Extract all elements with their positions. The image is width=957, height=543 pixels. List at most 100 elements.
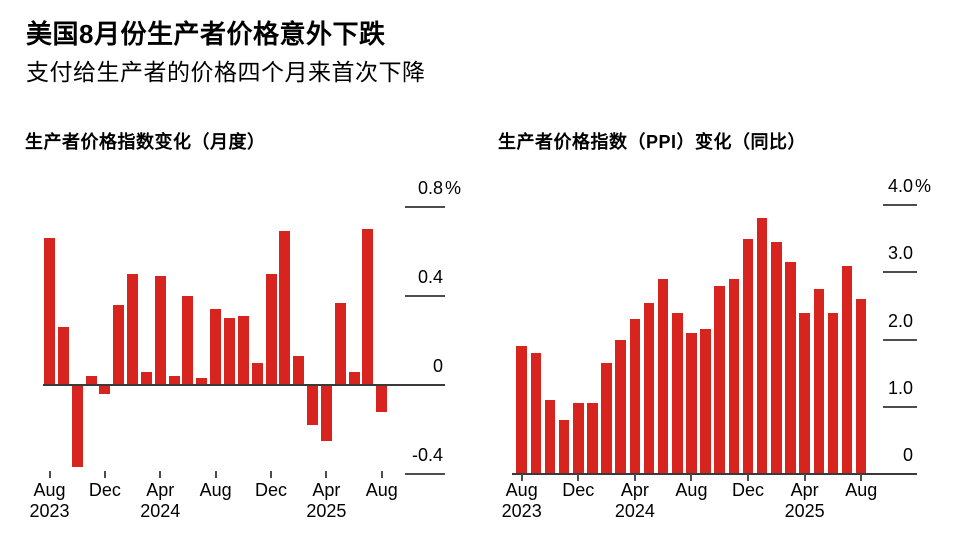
bar-oct-2024 — [237, 316, 249, 385]
x-axis-month-label: Apr — [146, 480, 175, 500]
x-axis-year-label: 2023 — [29, 501, 70, 521]
bar-sep-2024 — [700, 329, 711, 474]
x-axis-tick — [270, 471, 273, 478]
bar-mar-2024 — [140, 371, 152, 385]
y-axis-label: 1.0 — [887, 377, 913, 398]
x-axis-tick — [103, 471, 106, 478]
y-axis-unit: % — [915, 176, 932, 196]
x-axis-month-label: Aug — [505, 480, 538, 500]
bar-sep-2023 — [57, 327, 69, 385]
x-axis-month-label: Aug — [675, 480, 708, 500]
y-axis-label: 0 — [432, 356, 443, 376]
x-axis-line — [43, 384, 445, 386]
x-axis-tick — [159, 471, 162, 478]
bar-aug-2024 — [686, 332, 697, 474]
bar-jun-2025 — [348, 371, 360, 385]
gridline — [883, 405, 917, 408]
bar-nov-2024 — [728, 278, 740, 474]
x-axis-tick — [633, 474, 636, 481]
x-axis-year-label: 2024 — [140, 501, 181, 521]
y-axis-label: 2.0 — [887, 310, 913, 331]
bar-jan-2025 — [756, 218, 768, 474]
bar-mar-2024 — [615, 339, 626, 474]
bar-dec-2024 — [742, 238, 754, 474]
bar-mar-2025 — [785, 262, 796, 474]
bar-dec-2023 — [573, 403, 584, 474]
y-axis-label: 0 — [902, 445, 913, 465]
bar-aug-2023 — [516, 346, 527, 474]
x-axis-tick — [325, 471, 328, 478]
bar-jun-2024 — [657, 278, 669, 474]
bar-nov-2024 — [251, 362, 263, 385]
x-axis-tick — [747, 474, 750, 481]
x-axis-year-label: 2025 — [784, 501, 825, 521]
bar-oct-2024 — [714, 285, 725, 474]
y-axis-label: 0.4 — [417, 267, 443, 287]
x-axis-year-label: 2023 — [501, 501, 542, 521]
bar-sep-2024 — [223, 318, 235, 385]
bar-jun-2024 — [182, 296, 194, 385]
x-axis-month-label: Dec — [88, 480, 121, 500]
x-axis-tick — [380, 471, 383, 478]
bar-dec-2023 — [99, 385, 111, 394]
x-axis-year-label: 2025 — [306, 501, 347, 521]
x-axis-month-label: Apr — [790, 480, 819, 500]
y-axis-unit: % — [445, 178, 462, 198]
gridline — [405, 206, 445, 208]
gridline — [883, 338, 917, 341]
bar-oct-2023 — [544, 400, 556, 474]
x-axis-month-label: Apr — [620, 480, 649, 500]
bar-jan-2025 — [279, 231, 291, 385]
gridline — [405, 295, 445, 297]
bar-jan-2024 — [587, 403, 598, 474]
y-axis-label: 0.8% — [417, 177, 461, 199]
bar-apr-2024 — [629, 319, 641, 474]
x-axis-month-label: Aug — [365, 480, 398, 500]
monthly-chart-title: 生产者价格指数变化（月度） — [25, 132, 266, 152]
bar-jul-2024 — [196, 378, 208, 385]
gridline — [405, 473, 445, 475]
bar-jul-2025 — [841, 265, 853, 474]
bar-aug-2023 — [44, 238, 55, 385]
bar-oct-2023 — [71, 385, 83, 468]
x-axis-month-label: Aug — [199, 480, 232, 500]
y-axis-label: -0.4 — [411, 445, 443, 465]
bar-may-2024 — [168, 376, 180, 385]
bar-feb-2025 — [293, 356, 305, 385]
x-axis-month-label: Dec — [732, 480, 765, 500]
bar-jan-2024 — [113, 304, 125, 385]
y-axis-label-value: 0.8 — [417, 178, 443, 198]
bar-nov-2023 — [85, 376, 97, 385]
subhead: 支付给生产者的价格四个月来首次下降 — [26, 59, 426, 85]
bar-feb-2025 — [771, 241, 782, 474]
y-axis-label: 4.0% — [887, 175, 931, 197]
bar-aug-2025 — [855, 299, 867, 474]
x-axis-month-label: Dec — [562, 480, 595, 500]
bar-nov-2023 — [558, 420, 570, 474]
headline: 美国8月份生产者价格意外下跌 — [26, 19, 386, 49]
bar-may-2025 — [813, 289, 825, 474]
bar-sep-2023 — [530, 352, 542, 474]
x-axis-month-label: Dec — [255, 480, 288, 500]
x-axis-tick — [860, 474, 863, 481]
bar-feb-2024 — [127, 273, 139, 385]
x-axis-tick — [214, 471, 217, 478]
bar-aug-2024 — [210, 309, 222, 385]
x-axis-tick — [803, 474, 806, 481]
x-axis-line — [512, 473, 917, 475]
bar-mar-2025 — [307, 385, 319, 426]
bar-apr-2024 — [154, 275, 166, 385]
bar-apr-2025 — [799, 312, 810, 474]
x-axis-month-label: Aug — [33, 480, 66, 500]
bar-jul-2024 — [672, 312, 683, 474]
bar-feb-2024 — [601, 363, 612, 474]
y-axis-label-value: 4.0 — [887, 176, 913, 196]
bar-dec-2024 — [265, 273, 277, 385]
x-axis-year-label: 2024 — [614, 501, 655, 521]
x-axis-month-label: Aug — [845, 480, 878, 500]
x-axis-tick — [48, 471, 51, 478]
x-axis-month-label: Apr — [312, 480, 341, 500]
bar-jul-2025 — [362, 229, 374, 385]
x-axis-tick — [577, 474, 580, 481]
